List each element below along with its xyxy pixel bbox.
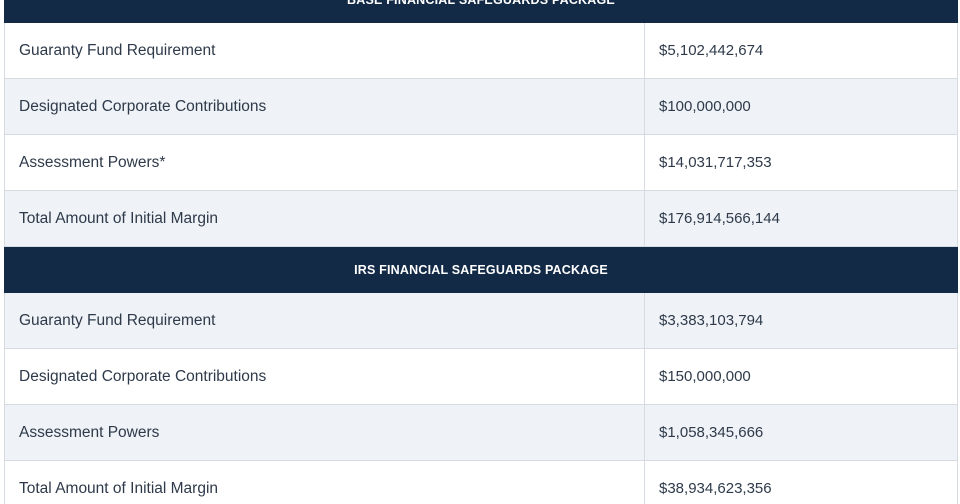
section-title: IRS FINANCIAL SAFEGUARDS PACKAGE bbox=[4, 246, 958, 293]
section-header-irs: IRS FINANCIAL SAFEGUARDS PACKAGE bbox=[4, 246, 958, 293]
row-label: Guaranty Fund Requirement bbox=[4, 292, 645, 349]
row-value: $1,058,345,666 bbox=[644, 404, 958, 461]
table-row: Total Amount of Initial Margin $176,914,… bbox=[4, 190, 958, 247]
table-row: Guaranty Fund Requirement $5,102,442,674 bbox=[4, 22, 958, 79]
table-row: Assessment Powers $1,058,345,666 bbox=[4, 404, 958, 461]
section-header-base: BASE FINANCIAL SAFEGUARDS PACKAGE bbox=[4, 0, 958, 23]
row-value: $5,102,442,674 bbox=[644, 22, 958, 79]
table-row: Designated Corporate Contributions $150,… bbox=[4, 348, 958, 405]
row-value: $100,000,000 bbox=[644, 78, 958, 135]
section-title: BASE FINANCIAL SAFEGUARDS PACKAGE bbox=[4, 0, 958, 23]
row-label: Total Amount of Initial Margin bbox=[4, 190, 645, 247]
table-row: Total Amount of Initial Margin $38,934,6… bbox=[4, 460, 958, 504]
row-value: $176,914,566,144 bbox=[644, 190, 958, 247]
row-value: $38,934,623,356 bbox=[644, 460, 958, 504]
table-row: Assessment Powers* $14,031,717,353 bbox=[4, 134, 958, 191]
table-row: Guaranty Fund Requirement $3,383,103,794 bbox=[4, 292, 958, 349]
safeguards-table: BASE FINANCIAL SAFEGUARDS PACKAGE Guaran… bbox=[4, 0, 958, 504]
row-value: $14,031,717,353 bbox=[644, 134, 958, 191]
row-label: Total Amount of Initial Margin bbox=[4, 460, 645, 504]
row-value: $3,383,103,794 bbox=[644, 292, 958, 349]
row-label: Designated Corporate Contributions bbox=[4, 78, 645, 135]
row-label: Guaranty Fund Requirement bbox=[4, 22, 645, 79]
table-row: Designated Corporate Contributions $100,… bbox=[4, 78, 958, 135]
row-label: Assessment Powers* bbox=[4, 134, 645, 191]
row-label: Assessment Powers bbox=[4, 404, 645, 461]
row-label: Designated Corporate Contributions bbox=[4, 348, 645, 405]
row-value: $150,000,000 bbox=[644, 348, 958, 405]
